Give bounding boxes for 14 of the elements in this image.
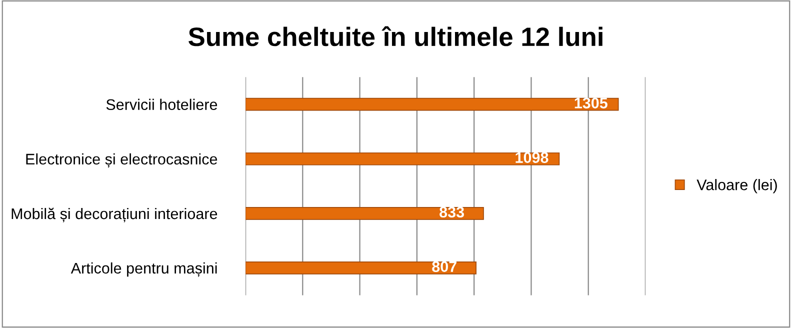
bar (246, 206, 484, 220)
data-label: 807 (432, 261, 456, 272)
data-label: 1098 (516, 152, 548, 163)
bar (246, 98, 619, 111)
data-label: 1305 (574, 98, 608, 108)
legend-label: Valoare (lei) (696, 179, 777, 194)
chart-title: Sume cheltuite în ultimele 12 luni (188, 26, 602, 46)
y-tick-label: Servicii hoteliere (106, 98, 218, 110)
bar (246, 152, 560, 166)
bar (246, 262, 476, 274)
y-tick-label: Electronice și electrocasnice (26, 153, 218, 168)
y-tick-label: Mobilă și decorațiuni interioare (12, 208, 218, 222)
y-tick-label: Articole pentru mașini (70, 262, 217, 277)
data-label: 833 (440, 206, 464, 218)
